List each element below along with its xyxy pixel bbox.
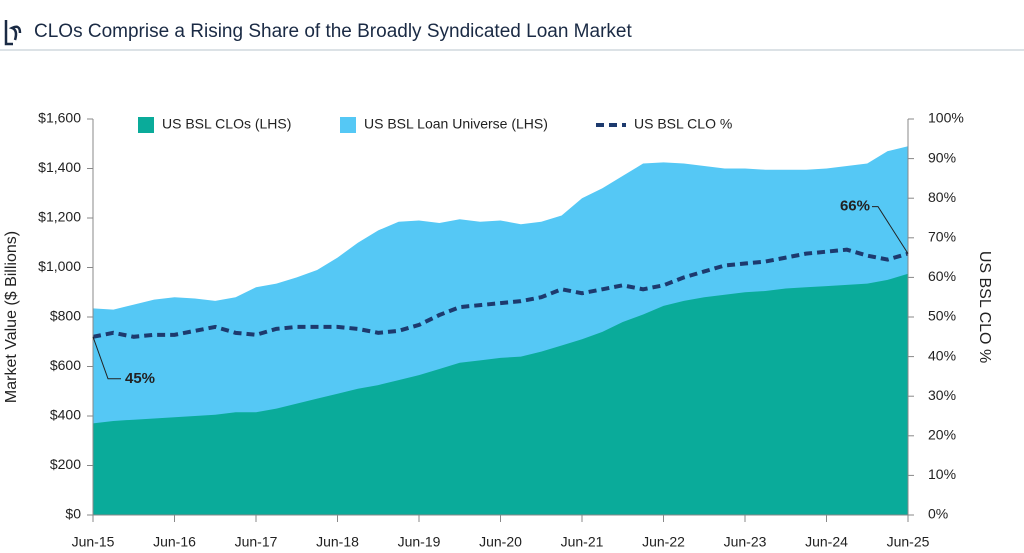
annotation-leader <box>872 206 909 254</box>
y2-tick-label: 80% <box>928 189 956 205</box>
chart-title: CLOs Comprise a Rising Share of the Broa… <box>34 21 632 42</box>
y-tick-label: $400 <box>50 407 81 423</box>
y2-tick-label: 20% <box>928 427 956 443</box>
y2-tick-label: 10% <box>928 466 956 482</box>
y2-tick-label: 70% <box>928 229 956 245</box>
y-tick-label: $1,200 <box>38 209 81 225</box>
logo <box>4 20 22 46</box>
x-tick-label: Jun-20 <box>479 534 522 550</box>
y-tick-label: $1,600 <box>38 110 81 126</box>
x-tick-label: Jun-15 <box>72 534 115 550</box>
y2-tick-label: 30% <box>928 387 956 403</box>
y2-tick-label: 90% <box>928 149 956 165</box>
y-tick-label: $200 <box>50 456 81 472</box>
x-tick-label: Jun-24 <box>805 534 848 550</box>
y-tick-label: $1,400 <box>38 159 81 175</box>
y-tick-label: $600 <box>50 357 81 373</box>
legend-swatch <box>138 117 154 133</box>
line-series <box>92 247 909 339</box>
x-tick-label: Jun-19 <box>398 534 441 550</box>
y2-tick-label: 40% <box>928 347 956 363</box>
x-tick-label: Jun-18 <box>316 534 359 550</box>
legend-label: US BSL Loan Universe (LHS) <box>364 116 548 132</box>
annotation: 45% <box>125 370 155 387</box>
y2-axis-title: US BSL CLO % <box>976 251 993 363</box>
x-tick-label: Jun-22 <box>642 534 685 550</box>
x-tick-label: Jun-25 <box>887 534 930 550</box>
x-tick-label: Jun-17 <box>235 534 278 550</box>
y2-tick-label: 50% <box>928 308 956 324</box>
y-tick-label: $800 <box>50 308 81 324</box>
y2-tick-label: 0% <box>928 506 948 522</box>
x-tick-label: Jun-21 <box>561 534 604 550</box>
y-tick-label: $0 <box>65 506 81 522</box>
annotation-leader <box>92 336 121 380</box>
legend-label: US BSL CLOs (LHS) <box>162 116 291 132</box>
y-tick-label: $1,000 <box>38 258 81 274</box>
y-axis-title: Market Value ($ Billions) <box>3 231 20 403</box>
legend-label: US BSL CLO % <box>634 116 732 132</box>
y2-tick-label: 100% <box>928 110 964 126</box>
legend-swatch <box>340 117 356 133</box>
x-tick-label: Jun-16 <box>153 534 196 550</box>
x-tick-label: Jun-23 <box>724 534 767 550</box>
area-series <box>93 273 908 515</box>
y2-tick-label: 60% <box>928 268 956 284</box>
annotation: 66% <box>840 198 870 215</box>
